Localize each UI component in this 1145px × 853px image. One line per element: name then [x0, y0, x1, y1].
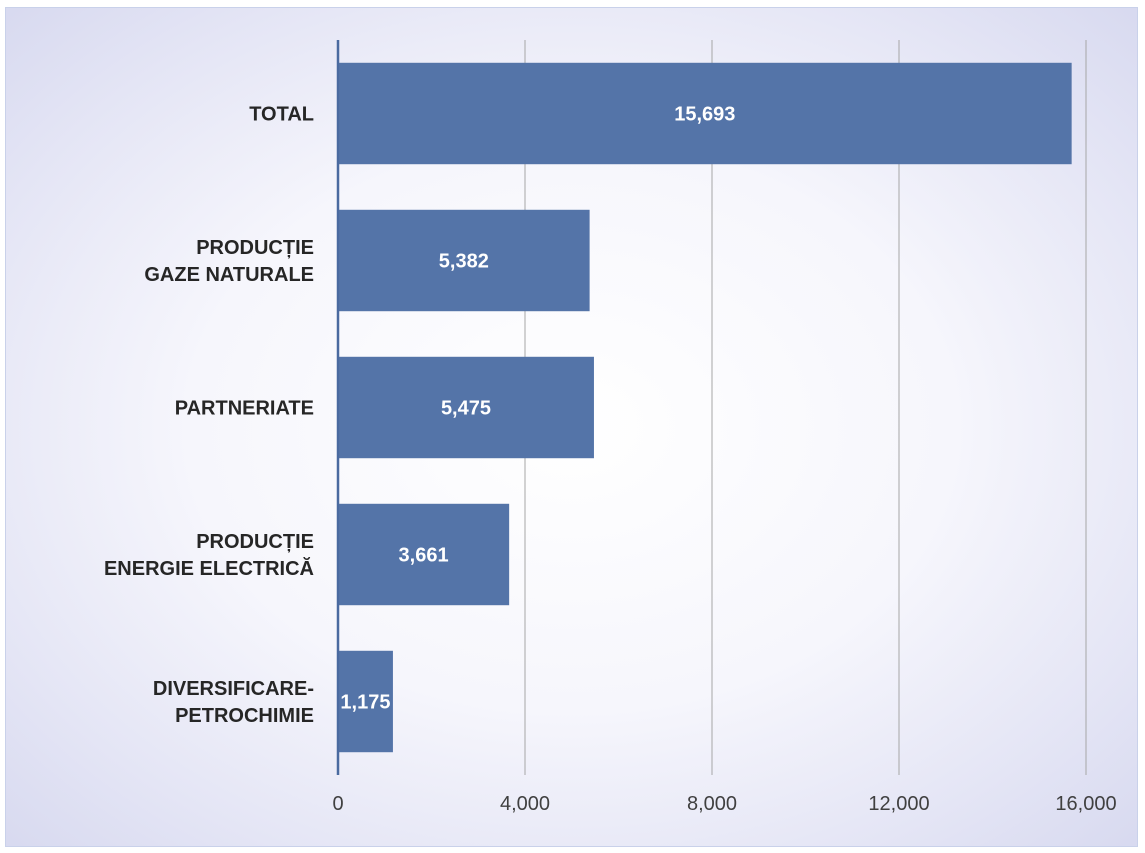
x-tick-label: 12,000 [868, 793, 929, 815]
category-label-line: ENERGIE ELECTRICĂ [104, 557, 314, 580]
bar [338, 62, 1072, 165]
category-label-line: PARTNERIATE [175, 398, 314, 420]
x-tick-label: 4,000 [500, 793, 550, 815]
bar [338, 209, 590, 312]
data-label: 5,475 [441, 398, 491, 420]
data-label: 5,382 [439, 251, 489, 273]
category-label-line: GAZE NATURALE [144, 264, 314, 286]
data-label: 15,693 [674, 104, 735, 126]
category-label-line: PRODUCȚIE [196, 531, 314, 553]
category-label: DIVERSIFICARE- PETROCHIMIE [153, 678, 314, 727]
x-tick-label: 8,000 [687, 793, 737, 815]
category-label: TOTAL [249, 104, 314, 126]
bar [338, 356, 594, 459]
category-label-line: PRODUCȚIE [196, 237, 314, 259]
labels: 0 4,000 8,000 12,000 16,000 TOTAL 15,693 PRODUC… [104, 104, 1117, 816]
bar [338, 503, 510, 606]
data-label: 1,175 [340, 692, 390, 714]
bar [338, 650, 393, 753]
category-label-line: DIVERSIFICARE- [153, 678, 314, 700]
category-label-line: TOTAL [249, 104, 314, 126]
category-label: PRODUCȚIE GAZE NATURALE [144, 237, 314, 286]
bars [338, 62, 1072, 753]
category-label: PARTNERIATE [175, 398, 314, 420]
category-label: PRODUCȚIE ENERGIE ELECTRICĂ [104, 531, 314, 580]
x-tick-label: 0 [332, 793, 343, 815]
category-label-line: PETROCHIMIE [175, 705, 314, 727]
x-tick-label: 16,000 [1055, 793, 1116, 815]
data-label: 3,661 [399, 545, 449, 567]
